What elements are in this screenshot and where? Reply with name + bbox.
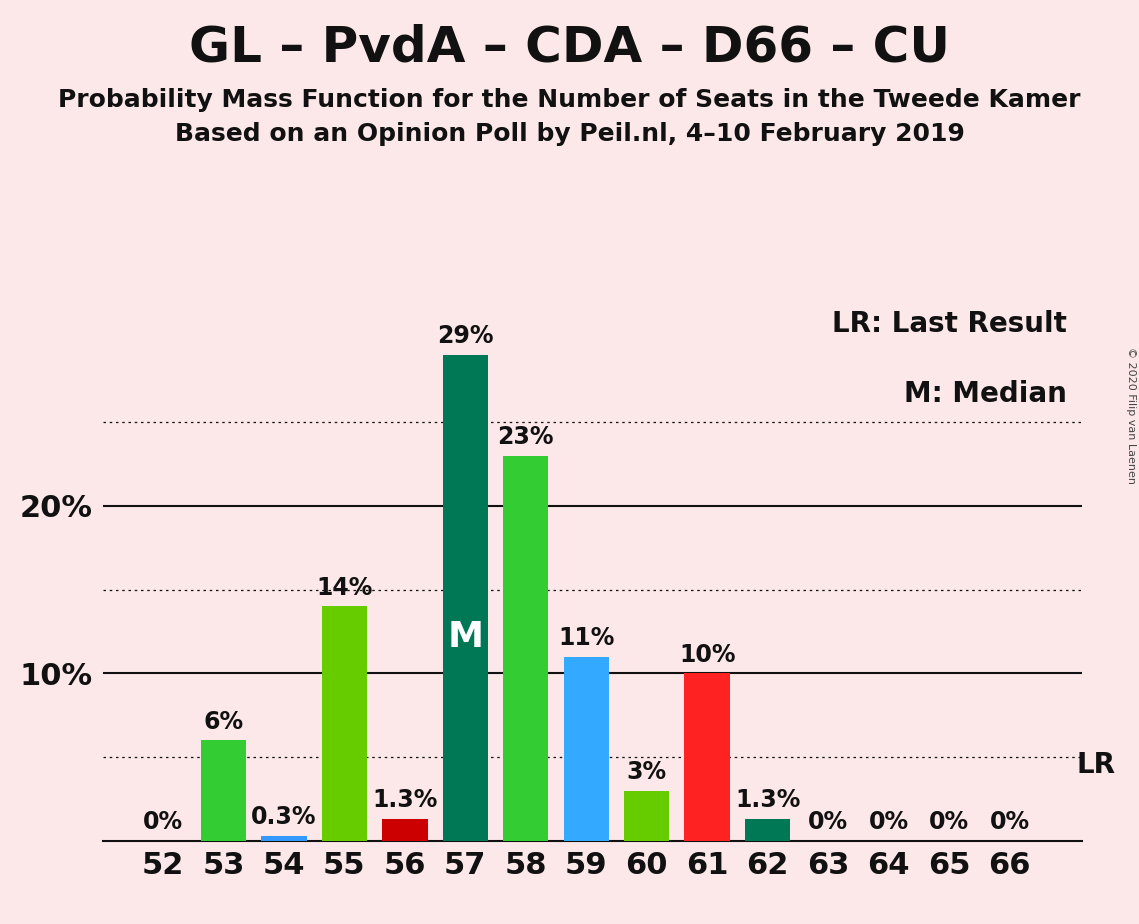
Text: 14%: 14%	[317, 576, 372, 600]
Bar	[383, 819, 427, 841]
Bar	[685, 674, 730, 841]
Bar	[200, 740, 246, 841]
Text: 0%: 0%	[808, 810, 849, 834]
Bar	[564, 657, 609, 841]
Text: M: Median: M: Median	[904, 380, 1067, 408]
Text: 0%: 0%	[142, 810, 183, 834]
Text: 23%: 23%	[498, 425, 554, 449]
Bar	[443, 355, 487, 841]
Bar	[321, 606, 367, 841]
Bar	[261, 836, 306, 841]
Text: Based on an Opinion Poll by Peil.nl, 4–10 February 2019: Based on an Opinion Poll by Peil.nl, 4–1…	[174, 122, 965, 146]
Bar	[503, 456, 549, 841]
Text: 0%: 0%	[990, 810, 1030, 834]
Bar	[745, 819, 790, 841]
Text: LR: Last Result: LR: Last Result	[833, 310, 1067, 338]
Text: 0.3%: 0.3%	[252, 805, 317, 829]
Text: 6%: 6%	[204, 710, 244, 734]
Text: GL – PvdA – CDA – D66 – CU: GL – PvdA – CDA – D66 – CU	[189, 23, 950, 71]
Text: © 2020 Filip van Laenen: © 2020 Filip van Laenen	[1126, 347, 1136, 484]
Text: 0%: 0%	[869, 810, 909, 834]
Text: 3%: 3%	[626, 760, 666, 784]
Text: 1.3%: 1.3%	[735, 788, 801, 812]
Text: LR: LR	[1076, 751, 1115, 780]
Text: Probability Mass Function for the Number of Seats in the Tweede Kamer: Probability Mass Function for the Number…	[58, 88, 1081, 112]
Text: M: M	[448, 620, 483, 654]
Text: 1.3%: 1.3%	[372, 788, 437, 812]
Text: 10%: 10%	[679, 643, 736, 667]
Text: 11%: 11%	[558, 626, 614, 650]
Bar	[624, 791, 670, 841]
Text: 29%: 29%	[437, 324, 493, 348]
Text: 0%: 0%	[929, 810, 969, 834]
